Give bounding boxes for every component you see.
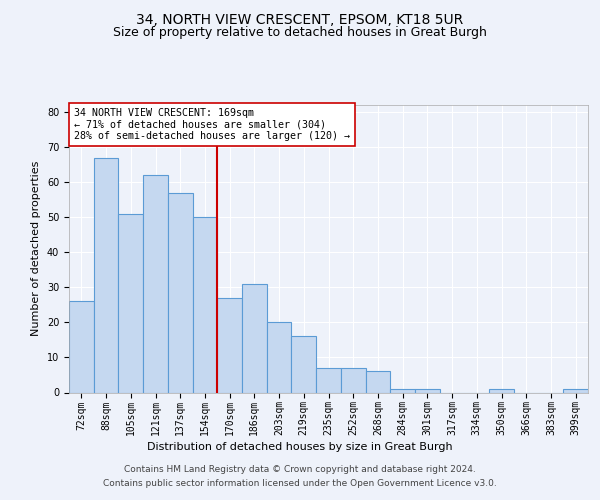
Bar bbox=[341, 368, 365, 392]
Bar bbox=[143, 175, 168, 392]
Bar bbox=[415, 389, 440, 392]
Bar bbox=[69, 302, 94, 392]
Text: 34, NORTH VIEW CRESCENT, EPSOM, KT18 5UR: 34, NORTH VIEW CRESCENT, EPSOM, KT18 5UR bbox=[136, 12, 464, 26]
Text: Distribution of detached houses by size in Great Burgh: Distribution of detached houses by size … bbox=[147, 442, 453, 452]
Bar bbox=[365, 372, 390, 392]
Text: Contains HM Land Registry data © Crown copyright and database right 2024.: Contains HM Land Registry data © Crown c… bbox=[124, 465, 476, 474]
Bar bbox=[118, 214, 143, 392]
Bar bbox=[94, 158, 118, 392]
Y-axis label: Number of detached properties: Number of detached properties bbox=[31, 161, 41, 336]
Bar bbox=[168, 192, 193, 392]
Bar bbox=[242, 284, 267, 393]
Bar bbox=[390, 389, 415, 392]
Bar bbox=[267, 322, 292, 392]
Bar bbox=[217, 298, 242, 392]
Bar bbox=[563, 389, 588, 392]
Bar bbox=[193, 217, 217, 392]
Text: Size of property relative to detached houses in Great Burgh: Size of property relative to detached ho… bbox=[113, 26, 487, 39]
Bar bbox=[316, 368, 341, 392]
Text: Contains public sector information licensed under the Open Government Licence v3: Contains public sector information licen… bbox=[103, 478, 497, 488]
Bar bbox=[489, 389, 514, 392]
Bar bbox=[292, 336, 316, 392]
Text: 34 NORTH VIEW CRESCENT: 169sqm
← 71% of detached houses are smaller (304)
28% of: 34 NORTH VIEW CRESCENT: 169sqm ← 71% of … bbox=[74, 108, 350, 141]
